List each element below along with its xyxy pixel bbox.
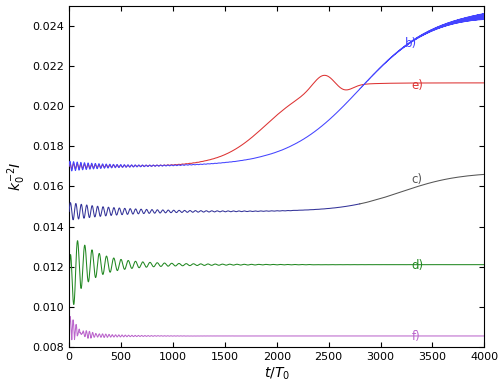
- Text: f): f): [412, 330, 420, 343]
- Text: e): e): [412, 80, 423, 92]
- X-axis label: $t/T_0$: $t/T_0$: [264, 366, 290, 383]
- Text: c): c): [412, 173, 423, 186]
- Text: b): b): [404, 37, 417, 50]
- Y-axis label: $k_0^{-2}I$: $k_0^{-2}I$: [6, 161, 28, 191]
- Text: d): d): [412, 259, 424, 272]
